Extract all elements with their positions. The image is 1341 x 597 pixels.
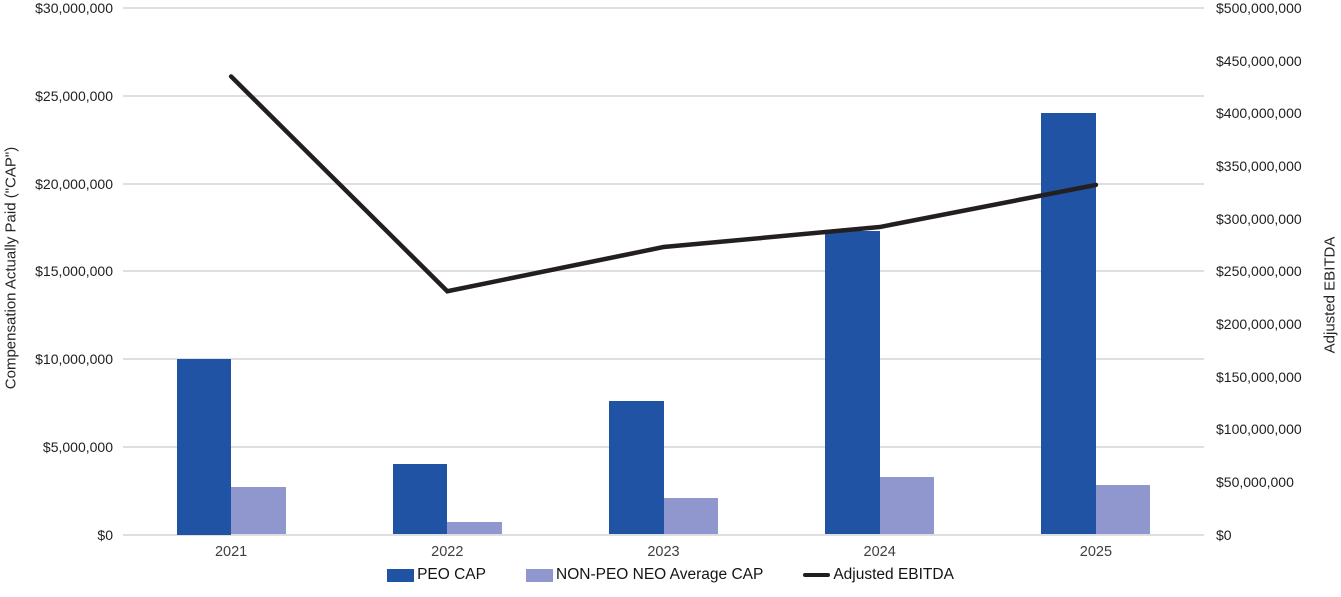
bar-peo-cap-2025 [1041,113,1096,535]
bar-non-peo-neo-average-cap-2025 [1095,485,1151,535]
legend-item-non-peo-neo-average-cap: NON-PEO NEO Average CAP [526,566,763,584]
legend-swatch-non-peo-neo-average-cap [526,568,553,582]
legend-label: Adjusted EBITDA [833,566,954,583]
right-axis-tick-label: $350,000,000 [1216,157,1302,174]
left-axis-tick-label: $10,000,000 [35,351,113,367]
x-axis-label: 2025 [1079,543,1113,560]
bar-peo-cap-2023 [609,401,664,535]
right-axis-title: Adjusted EBITDA [1321,236,1339,354]
right-axis-tick-label: $200,000,000 [1216,315,1302,332]
bar-non-peo-neo-average-cap-2023 [663,497,718,535]
left-axis-tick-label: $30,000,000 [35,0,113,16]
gridline [123,7,1204,9]
bar-non-peo-neo-average-cap-2022 [447,522,502,535]
left-axis-tick-label: $5,000,000 [42,438,113,455]
x-axis-label: 2023 [647,543,680,560]
gridline [123,445,1204,448]
left-axis-tick-label: $25,000,000 [35,87,113,104]
right-axis-tick-label: $250,000,000 [1216,263,1302,280]
right-axis-tick-label: $500,000,000 [1216,0,1302,16]
x-axis-label: 2024 [863,543,896,560]
right-axis-tick-label: $400,000,000 [1216,105,1302,122]
gridline [123,358,1204,360]
bar-peo-cap-2022 [392,464,448,535]
right-axis-tick-label: $300,000,000 [1216,210,1302,227]
legend-label: NON-PEO NEO Average CAP [556,566,764,583]
left-axis-tick-label: $20,000,000 [35,175,113,192]
gridline [123,533,1204,536]
legend-item-peo-cap: PEO CAP [387,566,486,584]
right-axis-tick-label: $450,000,000 [1216,52,1302,69]
right-axis-tick-label: $50,000,000 [1216,473,1294,490]
gridline [123,94,1204,97]
x-axis-label: 2022 [431,543,464,560]
bar-peo-cap-2024 [825,230,880,535]
left-axis-tick-label: $0 [97,526,113,543]
bar-non-peo-neo-average-cap-2021 [231,487,286,535]
right-axis-tick-label: $0 [1216,526,1232,543]
bar-non-peo-neo-average-cap-2024 [879,476,935,535]
bar-peo-cap-2021 [176,359,232,535]
x-axis-label: 2021 [214,543,248,560]
right-axis-tick-label: $150,000,000 [1216,368,1302,385]
right-axis-tick-label: $100,000,000 [1216,421,1302,438]
legend-swatch-adjusted-ebitda [803,572,831,578]
legend-label: PEO CAP [417,566,486,583]
legend: PEO CAP NON-PEO NEO Average CAP Adjusted E… [0,566,1341,584]
legend-swatch-peo-cap [387,568,415,582]
legend-item-adjusted-ebitda: Adjusted EBITDA [803,566,954,584]
left-axis-tick-label: $15,000,000 [35,263,113,280]
